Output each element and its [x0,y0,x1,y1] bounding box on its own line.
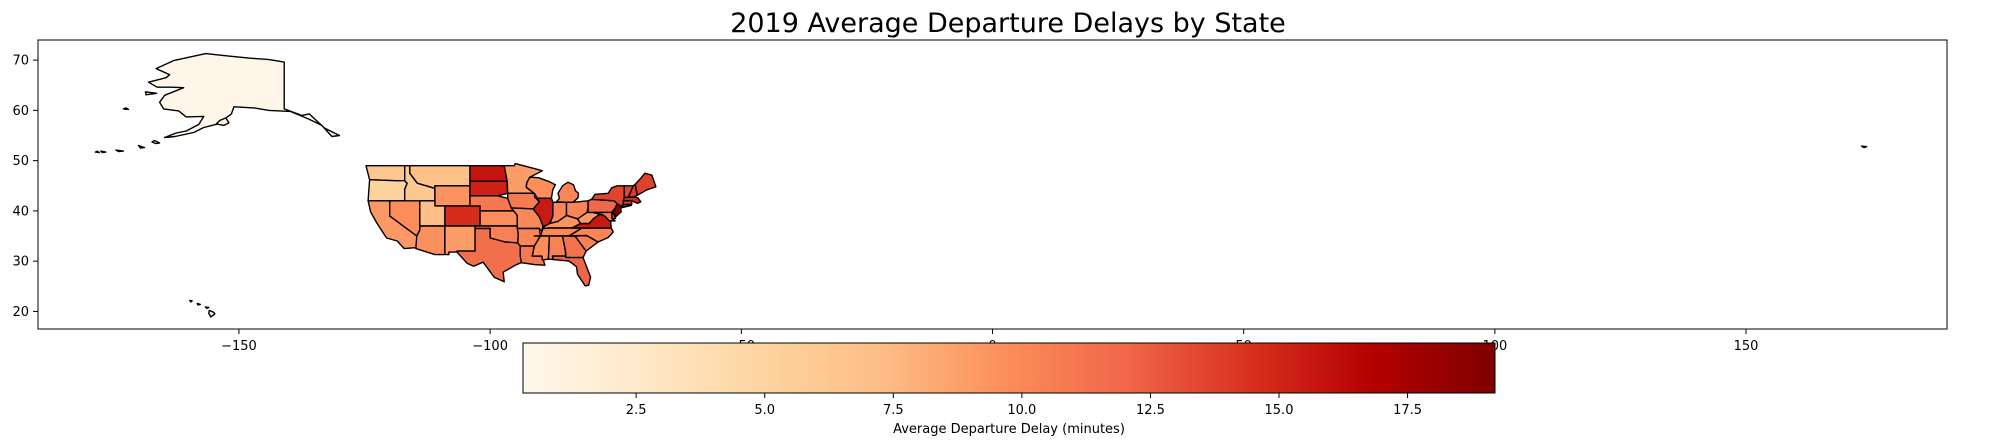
state-north-dakota [469,164,508,182]
state-kansas [479,210,518,227]
colorbar-tick-label: 15.0 [1265,403,1294,418]
state-wyoming [434,185,471,207]
y-tick-label: 70 [12,54,29,69]
y-tick-label: 20 [12,305,29,320]
y-tick-label: 60 [12,104,29,119]
island-hawaii-10 [204,306,210,310]
island-alaska-1 [151,139,161,145]
island-alaska-2 [137,144,146,149]
island-alaska-0 [215,117,230,127]
state-arizona [415,225,446,256]
colorbar-tick-label: 10.0 [1007,403,1036,418]
island-hawaii-9 [208,309,216,318]
state-colorado [444,205,481,227]
chart-title: 2019 Average Departure Delays by State [730,8,1286,39]
island-alaska-6 [144,91,158,96]
state-michigan [555,181,580,204]
island-hawaii-12 [188,299,193,303]
state-texas [456,227,523,283]
island-alaska-3 [115,149,125,153]
island-alaska-5 [94,150,101,154]
y-tick-label: 50 [12,154,29,169]
state-alaska [147,52,341,139]
state-washington [365,164,406,182]
island-alaska-4 [100,150,107,154]
state-delaware [611,211,617,220]
colorbar-tick-label: 5.0 [754,403,775,418]
colorbar-ticks: 2.5 5.0 7.5 10.0 12.5 15.0 17.5 [626,393,1422,418]
state-florida [551,255,592,287]
state-maine [634,172,657,197]
y-tick-label: 30 [12,255,29,270]
state-south-dakota [469,180,509,197]
plot-frame [37,39,1948,330]
colorbar-tick-label: 17.5 [1393,403,1422,418]
states-layer [147,52,657,287]
islands-layer [94,91,1868,318]
state-oregon [367,178,408,202]
x-tick-label: 150 [1734,339,1759,354]
island-alaska-8 [1860,145,1868,149]
x-tick-label: −100 [472,339,508,354]
colorbar: 2.5 5.0 7.5 10.0 12.5 15.0 17.5 Average Depart… [522,342,1496,437]
colorbar-tick-label: 7.5 [883,403,904,418]
colorbar-label: Average Departure Delay (minutes) [893,422,1125,437]
colorbar-tick-label: 12.5 [1136,403,1165,418]
island-hawaii-11 [196,302,202,306]
colorbar-gradient [522,342,1496,394]
island-alaska-7 [122,107,130,111]
colorbar-tick-label: 2.5 [626,403,647,418]
state-new-mexico [444,225,476,256]
x-tick-label: −150 [221,339,257,354]
y-tick-label: 40 [12,204,29,219]
y-axis: 20 30 40 50 60 70 [12,54,38,320]
